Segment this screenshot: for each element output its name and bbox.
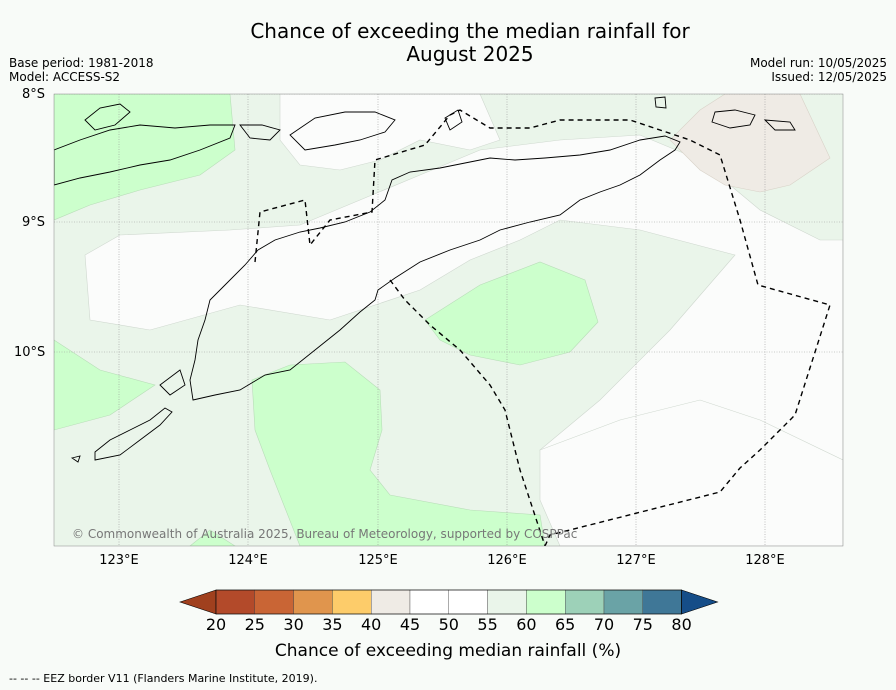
lat-label-8s: 8°S [22, 87, 46, 102]
model-name: Model: ACCESS-S2 [9, 70, 121, 84]
colorbar-box [293, 589, 333, 615]
coast-flores-north [84, 103, 131, 131]
colorbar-tick-label: 35 [322, 615, 343, 634]
contour-green-s [189, 529, 236, 546]
colorbar-box [448, 589, 488, 615]
model-run: Model run: 10/05/2025 [749, 56, 887, 70]
colorbar-tick-label: 60 [516, 615, 537, 634]
eez-border [254, 109, 831, 546]
colorbar-tick-label: 65 [555, 615, 576, 634]
contour-grey-ne [669, 94, 831, 193]
colorbar-tick-label: 45 [399, 615, 421, 634]
colorbar-tick-label: 70 [593, 615, 615, 634]
colorbar-box [254, 589, 294, 615]
colorbar-tick-label: 40 [361, 615, 382, 634]
colorbar-box [487, 589, 527, 615]
contour-green-w [54, 339, 156, 431]
contour-white-north [279, 94, 501, 171]
colorbar-tick-label: 55 [477, 615, 498, 634]
coast-sumba-w [159, 369, 186, 396]
colorbar-label: Chance of exceeding median rainfall (%) [274, 641, 622, 661]
copyright-notice: © Commonwealth of Australia 2025, Bureau… [72, 527, 578, 541]
colorbar-box [371, 589, 411, 615]
colorbar-tick-label: 30 [283, 615, 304, 634]
coast-alor [239, 124, 281, 141]
coastlines [54, 96, 796, 463]
lon-label-127e: 127°E [616, 553, 656, 568]
lon-label-126e: 126°E [487, 553, 527, 568]
eez-legend-note: -- -- -- EEZ border V11 (Flanders Marine… [9, 672, 318, 685]
colorbar-tick-label: 75 [632, 615, 653, 634]
coast-timor [189, 135, 681, 401]
title-line-2: August 2025 [406, 42, 534, 66]
lon-label-124e: 124°E [228, 553, 268, 568]
contour-green-nw [54, 94, 236, 221]
gridlines [54, 94, 843, 546]
base-period: Base period: 1981-2018 [9, 56, 154, 70]
lon-label-125e: 125°E [358, 553, 398, 568]
lon-label-128e: 128°E [745, 553, 785, 568]
colorbar-box [603, 589, 643, 615]
colorbar-box [565, 589, 605, 615]
coast-rote [94, 407, 173, 461]
colorbar-box [642, 589, 682, 615]
contour-green-sw [251, 361, 546, 546]
coast-wetar [289, 111, 396, 151]
issued-date: Issued: 12/05/2025 [771, 70, 887, 84]
coast-sawu [70, 455, 81, 463]
coast-islet [654, 96, 667, 109]
map-frame [53, 93, 844, 547]
colorbar-tick-label: 80 [671, 615, 692, 634]
meta-left: Base period: 1981-2018 Model: ACCESS-S2 [9, 56, 154, 84]
lat-label-10s: 10°S [14, 345, 46, 360]
chart-title: Chance of exceeding the median rainfall … [0, 20, 896, 66]
colorbar-box [215, 589, 255, 615]
contour-white-east [539, 399, 843, 546]
colorbar-extend-low [179, 589, 217, 615]
eez-border-timor [389, 279, 546, 546]
colorbar-box [526, 589, 566, 615]
coast-ne-islands-2 [763, 119, 796, 131]
title-line-1: Chance of exceeding the median rainfall … [250, 19, 690, 43]
lon-label-123e: 123°E [99, 553, 139, 568]
coast-ne-islands [711, 109, 756, 129]
meta-right: Model run: 10/05/2025 Issued: 12/05/2025 [750, 56, 887, 84]
contour-green-center [424, 261, 599, 366]
colorbar-tick-label: 25 [244, 615, 265, 634]
colorbar-tick-label: 20 [205, 615, 227, 634]
colorbar-box [409, 589, 449, 615]
coast-flores [54, 124, 236, 186]
colorbar-extend-high [681, 589, 719, 615]
colorbar-tick-label: 50 [438, 615, 459, 634]
colorbar-frame [215, 589, 682, 615]
lat-label-9s: 9°S [22, 215, 46, 230]
colorbar-box [332, 589, 372, 615]
